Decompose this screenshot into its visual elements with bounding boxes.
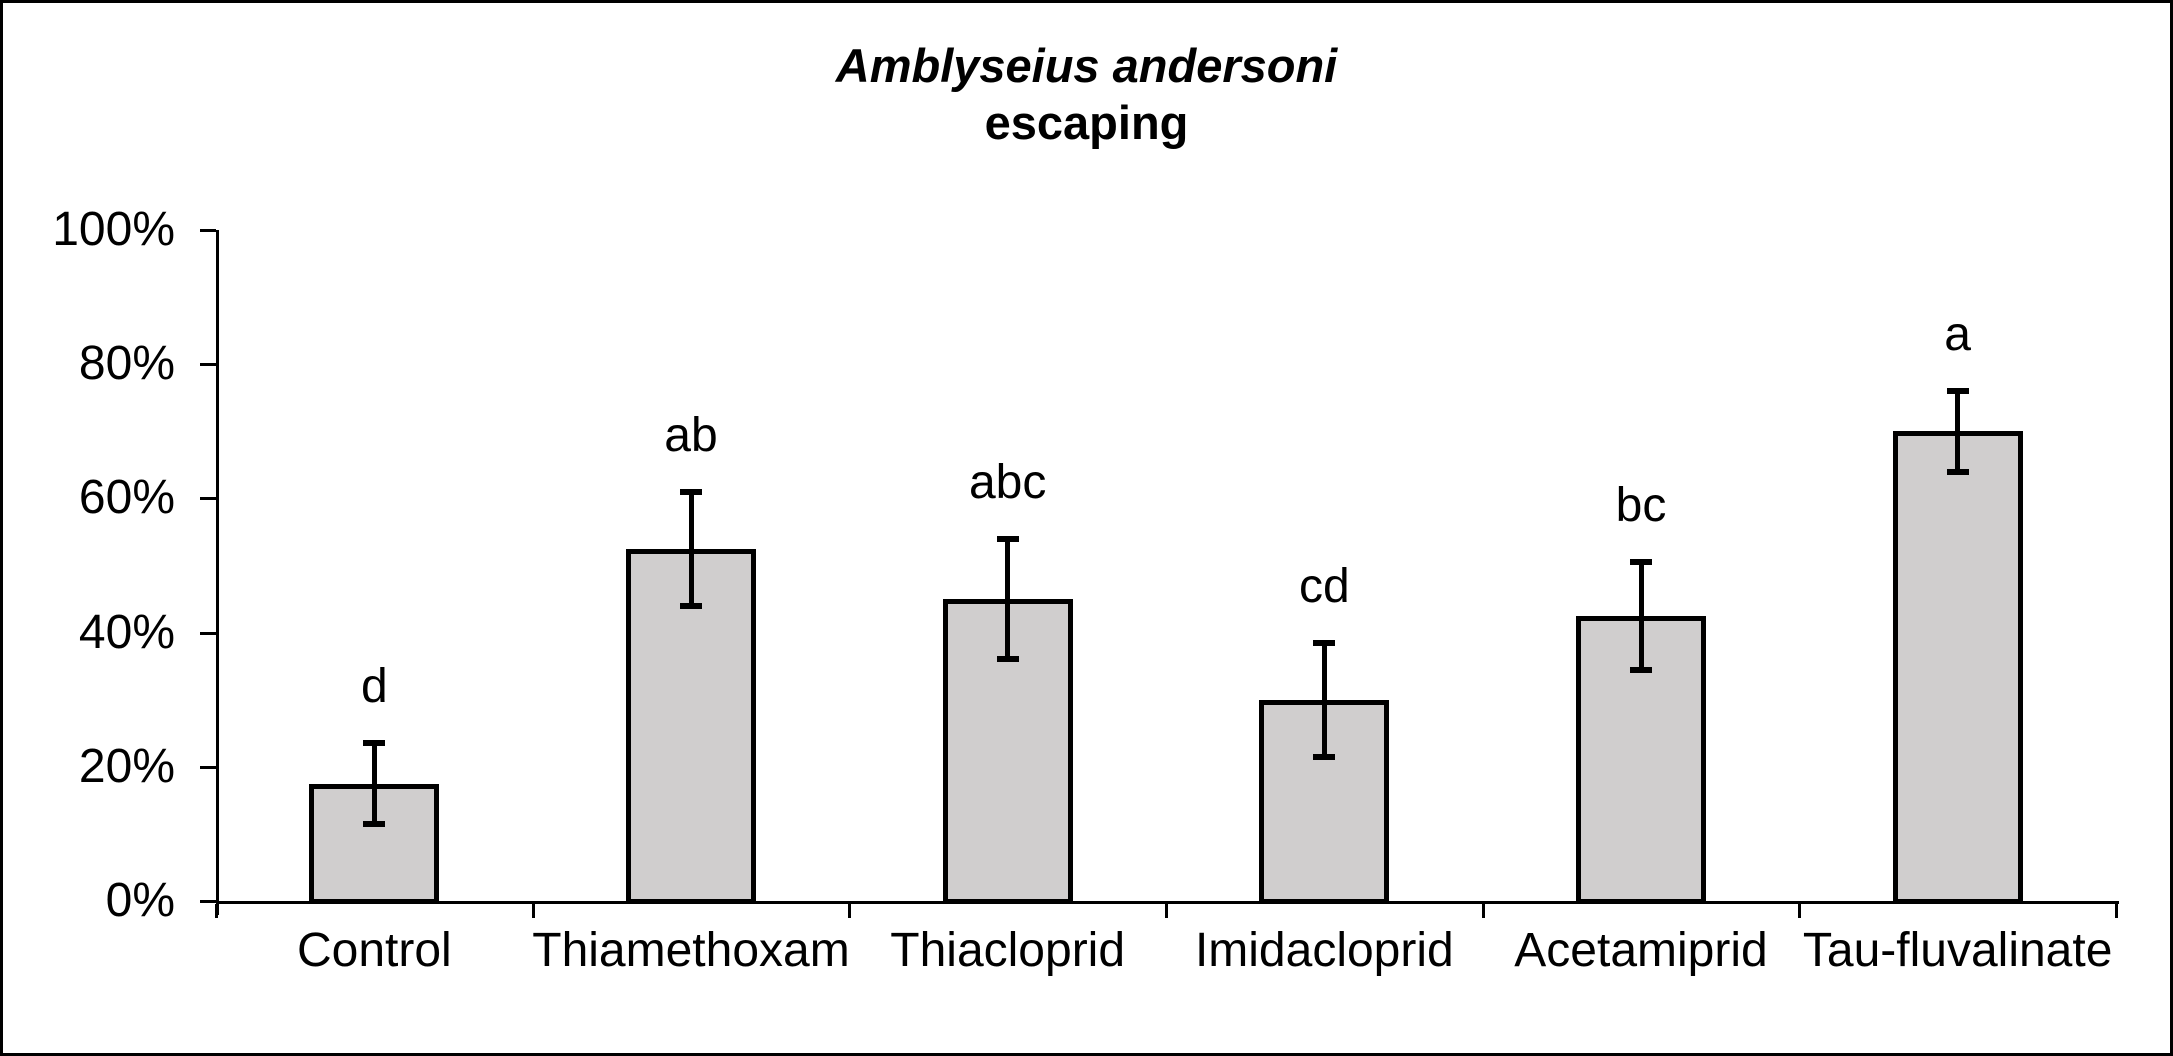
x-tick-mark (531, 904, 535, 918)
sig-letter-imidacloprid: cd (1298, 559, 1350, 613)
error-bar-line (688, 491, 694, 606)
x-tick-mark (1798, 904, 1802, 918)
error-bar-cap-top (363, 740, 386, 747)
error-bar-line (1638, 562, 1644, 670)
error-bar-cap-bottom (1313, 753, 1336, 760)
error-bar-line (371, 743, 377, 824)
error-bar-cap-top (1946, 388, 1969, 395)
y-tick-mark (200, 363, 216, 367)
y-axis-label: 100% (52, 203, 175, 256)
chart-title-subtitle: escaping (984, 96, 1189, 149)
y-axis-label: 60% (78, 471, 175, 525)
y-tick-mark (200, 229, 216, 232)
error-bar-cap-bottom (363, 820, 386, 827)
error-bar-cap-top (1313, 639, 1336, 646)
error-bar-cap-top (1630, 559, 1652, 566)
x-tick-mark (215, 904, 218, 918)
error-bar-line (1955, 391, 1961, 472)
sig-letter-control: d (360, 660, 388, 714)
error-bar-cap-top (680, 488, 702, 495)
error-bar-cap-bottom (1630, 666, 1652, 673)
sig-letter-acetamiprid: bc (1615, 479, 1667, 533)
y-axis-label: 0% (105, 874, 175, 927)
y-axis-label: 20% (78, 739, 175, 793)
sig-letter-thiamethoxam: ab (664, 408, 718, 462)
y-tick-mark (200, 631, 216, 635)
chart-title: Amblyseius andersoni escaping (3, 37, 2170, 151)
y-tick-mark (200, 900, 216, 903)
x-axis-label-tau-fluvalinate: Tau-fluvalinate (1802, 924, 2113, 977)
error-bar-line (1321, 642, 1327, 757)
x-tick-mark (848, 904, 852, 918)
y-axis-label: 40% (78, 605, 175, 659)
x-axis-label-imidacloprid: Imidacloprid (1194, 924, 1454, 977)
error-bar-cap-bottom (680, 602, 702, 609)
y-tick-mark (200, 497, 216, 501)
error-bar-cap-bottom (996, 656, 1019, 663)
x-axis-label-acetamiprid: Acetamiprid (1514, 924, 1768, 977)
x-axis-label-thiacloprid: Thiacloprid (890, 924, 1126, 977)
x-tick-mark (1165, 904, 1168, 918)
x-tick-mark (1481, 904, 1485, 918)
error-bar-line (1005, 538, 1011, 660)
y-axis-line (216, 230, 219, 915)
x-tick-mark (2115, 904, 2118, 918)
bar-tau-fluvalinate (1892, 431, 2023, 904)
x-axis-label-control: Control (296, 924, 452, 977)
sig-letter-thiacloprid: abc (968, 455, 1047, 509)
y-tick-mark (200, 765, 216, 769)
sig-letter-tau-fluvalinate: a (1944, 308, 1971, 362)
y-axis-label: 80% (78, 337, 175, 391)
chart-title-species: Amblyseius andersoni (835, 39, 1338, 92)
error-bar-cap-top (996, 535, 1019, 542)
x-axis-label-thiamethoxam: Thiamethoxam (532, 924, 850, 977)
error-bar-cap-bottom (1946, 468, 1969, 475)
x-axis-line (216, 901, 2119, 904)
